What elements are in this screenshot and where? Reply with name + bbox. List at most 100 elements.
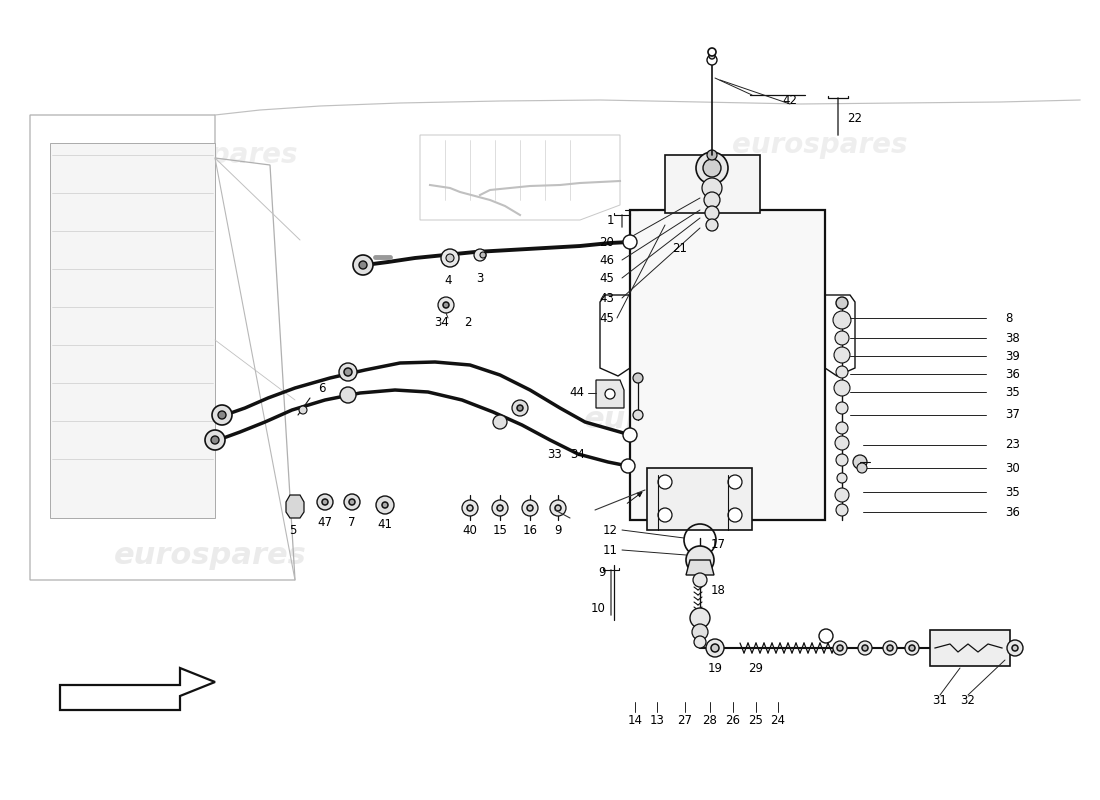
Circle shape — [707, 150, 717, 160]
Circle shape — [835, 436, 849, 450]
Text: 6: 6 — [318, 382, 326, 394]
Text: 24: 24 — [770, 714, 785, 726]
Text: 45: 45 — [600, 271, 614, 285]
Text: 18: 18 — [711, 583, 725, 597]
Text: 34: 34 — [434, 317, 450, 330]
Circle shape — [836, 454, 848, 466]
Text: 10: 10 — [591, 602, 606, 614]
Text: 33: 33 — [548, 449, 562, 462]
Text: 17: 17 — [711, 538, 726, 551]
Circle shape — [492, 500, 508, 516]
Text: 20: 20 — [600, 235, 614, 249]
Circle shape — [339, 363, 358, 381]
Circle shape — [836, 297, 848, 309]
Polygon shape — [686, 560, 714, 575]
Text: 11: 11 — [603, 543, 618, 557]
Text: 9: 9 — [554, 523, 562, 537]
Text: 12: 12 — [603, 523, 618, 537]
Circle shape — [834, 380, 850, 396]
Circle shape — [728, 508, 743, 522]
Text: 22: 22 — [847, 111, 862, 125]
Circle shape — [446, 254, 454, 262]
Circle shape — [1006, 640, 1023, 656]
Circle shape — [704, 192, 720, 208]
Circle shape — [833, 311, 851, 329]
Text: 44: 44 — [569, 386, 584, 399]
Text: 47: 47 — [318, 515, 332, 529]
Text: 4: 4 — [444, 274, 452, 286]
Circle shape — [376, 496, 394, 514]
Text: 5: 5 — [289, 523, 297, 537]
Circle shape — [835, 331, 849, 345]
Text: 23: 23 — [1005, 438, 1020, 451]
Circle shape — [632, 410, 644, 420]
Circle shape — [468, 505, 473, 511]
Circle shape — [480, 252, 486, 258]
Circle shape — [322, 499, 328, 505]
Bar — [930, 630, 1010, 666]
Text: 35: 35 — [1005, 386, 1020, 398]
Circle shape — [349, 499, 355, 505]
Circle shape — [621, 459, 635, 473]
Circle shape — [344, 494, 360, 510]
Polygon shape — [60, 668, 215, 710]
Circle shape — [692, 624, 708, 640]
Circle shape — [517, 405, 522, 411]
Circle shape — [706, 219, 718, 231]
Text: 15: 15 — [493, 523, 507, 537]
Circle shape — [909, 645, 915, 651]
Circle shape — [696, 152, 728, 184]
Text: 13: 13 — [650, 714, 664, 726]
Text: eurospares: eurospares — [122, 141, 298, 169]
Text: eurospares: eurospares — [584, 406, 777, 434]
Text: 46: 46 — [600, 254, 614, 266]
Text: 25: 25 — [749, 714, 763, 726]
Text: 2: 2 — [464, 317, 472, 330]
Text: 9: 9 — [598, 566, 606, 579]
Circle shape — [550, 500, 566, 516]
Circle shape — [836, 504, 848, 516]
Polygon shape — [596, 380, 624, 408]
Text: 38: 38 — [1005, 331, 1020, 345]
Text: 8: 8 — [1005, 311, 1012, 325]
Circle shape — [837, 473, 847, 483]
Circle shape — [706, 639, 724, 657]
Bar — [50, 143, 215, 518]
Text: 34: 34 — [571, 449, 585, 462]
Text: 16: 16 — [522, 523, 538, 537]
Circle shape — [837, 645, 843, 651]
Circle shape — [658, 508, 672, 522]
Circle shape — [353, 255, 373, 275]
Circle shape — [623, 235, 637, 249]
Circle shape — [317, 494, 333, 510]
Circle shape — [883, 641, 896, 655]
Circle shape — [205, 430, 225, 450]
Text: 28: 28 — [703, 714, 717, 726]
Text: 1: 1 — [606, 214, 614, 226]
Circle shape — [858, 641, 872, 655]
Text: 39: 39 — [1005, 350, 1020, 362]
Circle shape — [344, 368, 352, 376]
Circle shape — [694, 636, 706, 648]
Circle shape — [605, 389, 615, 399]
Circle shape — [438, 297, 454, 313]
Circle shape — [443, 302, 449, 308]
Circle shape — [211, 436, 219, 444]
Circle shape — [212, 405, 232, 425]
Text: 27: 27 — [678, 714, 693, 726]
Text: 3: 3 — [476, 271, 484, 285]
Text: 35: 35 — [1005, 486, 1020, 498]
Circle shape — [690, 608, 710, 628]
Text: 31: 31 — [933, 694, 947, 706]
Text: 29: 29 — [748, 662, 763, 674]
Circle shape — [702, 178, 722, 198]
Circle shape — [632, 373, 644, 383]
Circle shape — [835, 488, 849, 502]
Circle shape — [658, 475, 672, 489]
Circle shape — [299, 406, 307, 414]
Circle shape — [703, 159, 720, 177]
Text: 26: 26 — [726, 714, 740, 726]
Circle shape — [852, 455, 867, 469]
Circle shape — [497, 505, 503, 511]
Text: 7: 7 — [349, 515, 355, 529]
